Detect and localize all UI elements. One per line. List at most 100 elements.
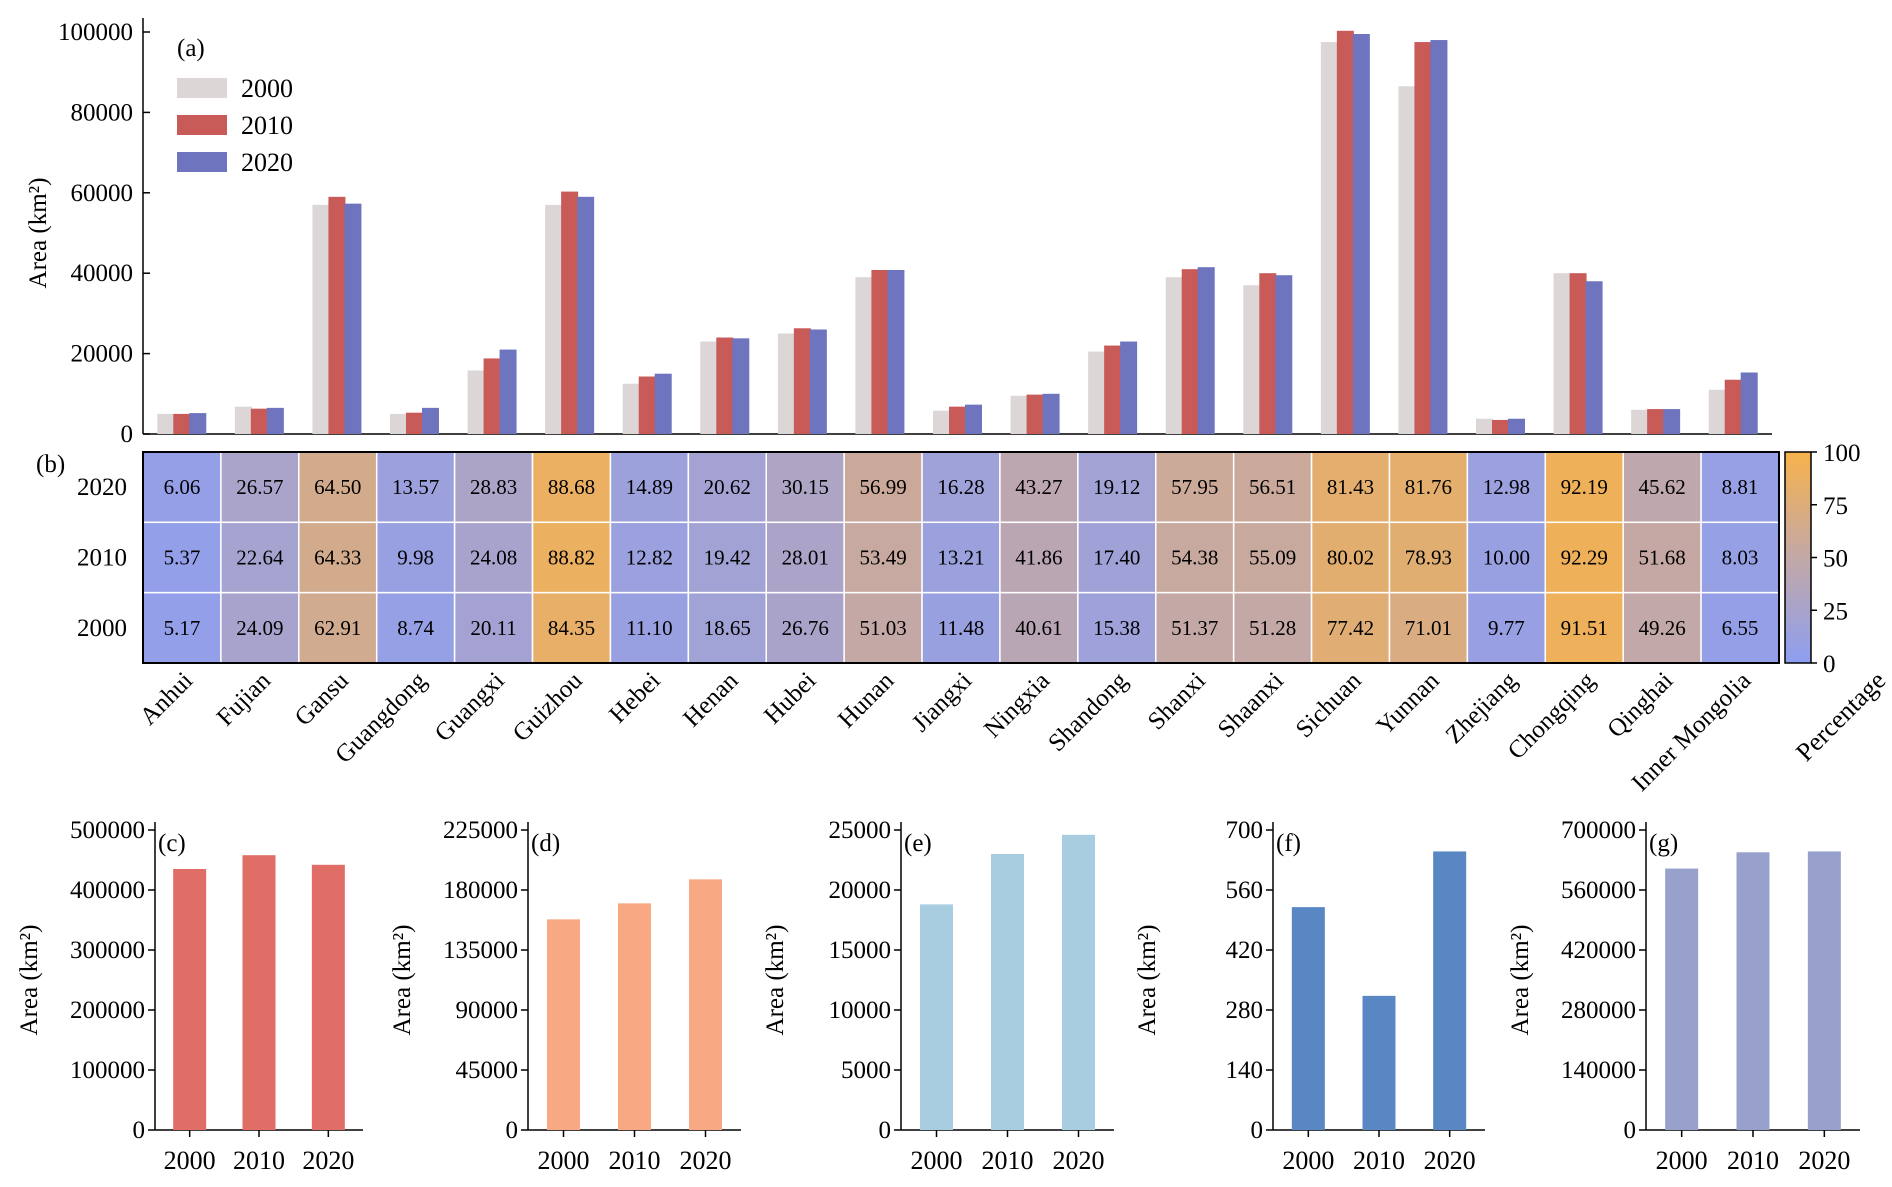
a-bar-2020 <box>1663 409 1681 434</box>
d-x-tick-label: 2000 <box>538 1146 590 1175</box>
heatmap-cell-value: 88.68 <box>548 475 595 499</box>
heatmap-cell-value: 12.98 <box>1483 475 1530 499</box>
heatmap-cell-value: 8.03 <box>1722 546 1759 570</box>
d-y-tick-label: 0 <box>506 1117 519 1144</box>
heatmap-cell-value: 84.35 <box>548 616 595 640</box>
g-bar <box>1807 851 1841 1130</box>
a-bar-2000 <box>545 204 563 434</box>
colorbar-title: Percentage <box>1790 666 1891 767</box>
a-bar-2000 <box>467 370 485 434</box>
heatmap-cell-value: 40.61 <box>1015 616 1062 640</box>
heatmap-cell <box>1622 451 1702 524</box>
d-x-tick-label: 2010 <box>609 1146 661 1175</box>
heatmap-cell-value: 22.64 <box>236 546 284 570</box>
a-bar-2020 <box>1585 281 1603 434</box>
e-x-tick-label: 2000 <box>911 1146 963 1175</box>
heatmap-cell-value: 9.77 <box>1488 616 1525 640</box>
g-y-tick-label: 0 <box>1624 1117 1637 1144</box>
heatmap-cell-value: 16.28 <box>937 475 984 499</box>
a-bar-2010 <box>1259 273 1277 434</box>
heatmap-cell <box>1155 521 1235 594</box>
heatmap-cell-value: 41.86 <box>1015 546 1062 570</box>
heatmap-cell-value: 81.76 <box>1405 475 1452 499</box>
heatmap-x-label: Qinghai <box>1602 667 1678 743</box>
f-x-tick-label: 2020 <box>1424 1146 1476 1175</box>
heatmap-cell <box>220 521 300 594</box>
heatmap-cell-value: 91.51 <box>1561 616 1608 640</box>
heatmap-cell-value: 15.38 <box>1093 616 1140 640</box>
a-bar-2000 <box>700 341 718 434</box>
g-x-tick-label: 2020 <box>1798 1146 1850 1175</box>
heatmap-cell <box>142 591 222 664</box>
f-x-tick-label: 2000 <box>1282 1146 1334 1175</box>
heatmap-cell <box>220 591 300 664</box>
heatmap-x-label: Guangxi <box>430 667 510 747</box>
e-bar <box>991 854 1024 1130</box>
a-bar-2000 <box>234 406 252 434</box>
heatmap-x-label: Shanxi <box>1143 667 1211 735</box>
d-y-axis-title: Area (km²) <box>389 925 416 1036</box>
heatmap-cell-value: 9.98 <box>397 546 434 570</box>
heatmap-cell-value: 6.55 <box>1722 616 1759 640</box>
e-bar <box>1062 834 1095 1130</box>
a-bar-2010 <box>561 191 579 434</box>
e-x-tick-label: 2020 <box>1053 1146 1105 1175</box>
heatmap-cell-value: 26.57 <box>236 475 283 499</box>
a-y-tick-label: 80000 <box>71 99 134 126</box>
f-y-tick-label: 560 <box>1226 877 1264 904</box>
d-bar <box>689 879 722 1130</box>
g-y-tick-label: 140000 <box>1561 1057 1636 1084</box>
heatmap-cell <box>999 591 1079 664</box>
a-bar-2010 <box>1492 419 1509 434</box>
b-panel-label: (b) <box>36 451 65 478</box>
c-x-tick-label: 2020 <box>302 1146 354 1175</box>
heatmap-cell-value: 54.38 <box>1171 546 1218 570</box>
colorbar-tick-label: 75 <box>1823 493 1848 520</box>
a-bar-2000 <box>312 204 330 434</box>
heatmap-cell-value: 55.09 <box>1249 546 1296 570</box>
c-panel-label: (c) <box>158 830 186 857</box>
heatmap-cell-value: 71.01 <box>1405 616 1452 640</box>
a-bar-2010 <box>1026 394 1044 434</box>
a-bar-2020 <box>732 338 750 434</box>
a-bar-2020 <box>422 407 439 434</box>
heatmap-border <box>142 451 1780 664</box>
a-bar-2020 <box>887 269 905 434</box>
heatmap-cell-value: 6.06 <box>164 475 201 499</box>
heatmap-x-label: Henan <box>678 667 744 733</box>
heatmap-cell <box>1388 451 1469 524</box>
colorbar <box>1784 451 1812 664</box>
heatmap-row-label: 2020 <box>77 474 127 501</box>
heatmap-cell-value: 5.37 <box>164 546 201 570</box>
g-panel-label: (g) <box>1649 830 1678 857</box>
a-bar-2010 <box>638 376 656 434</box>
e-y-tick-label: 10000 <box>829 997 892 1024</box>
a-bar-2000 <box>1088 351 1106 434</box>
a-bar-2000 <box>390 413 407 434</box>
heatmap-x-label: Guizhou <box>508 667 588 747</box>
heatmap-cell-value: 20.62 <box>704 475 751 499</box>
a-bar-2000 <box>622 383 640 434</box>
a-y-axis-title: Area (km²) <box>25 178 52 289</box>
a-legend-swatch-2000 <box>177 78 227 98</box>
heatmap-cell-value: 26.76 <box>782 616 829 640</box>
a-legend-swatch-2010 <box>177 115 227 135</box>
colorbar-tick-label: 0 <box>1823 651 1836 678</box>
a-bar-2010 <box>1569 273 1587 434</box>
a-bar-2010 <box>1414 42 1432 435</box>
heatmap-x-label: Ningxia <box>979 667 1055 743</box>
a-bar-2010 <box>173 413 191 434</box>
a-bar-2020 <box>1508 418 1525 434</box>
a-bar-2020 <box>1352 34 1370 434</box>
a-legend-swatch-2020 <box>177 152 227 172</box>
c-x-tick-label: 2010 <box>233 1146 285 1175</box>
c-y-tick-label: 200000 <box>70 997 145 1024</box>
heatmap-x-label: Anhui <box>135 667 198 730</box>
f-y-tick-label: 0 <box>1251 1117 1264 1144</box>
a-bar-2000 <box>1398 86 1416 435</box>
heatmap-cell-value: 92.29 <box>1561 546 1608 570</box>
heatmap-cell-value: 12.82 <box>626 546 673 570</box>
heatmap-cell <box>687 451 767 524</box>
heatmap-cell <box>1466 521 1547 594</box>
